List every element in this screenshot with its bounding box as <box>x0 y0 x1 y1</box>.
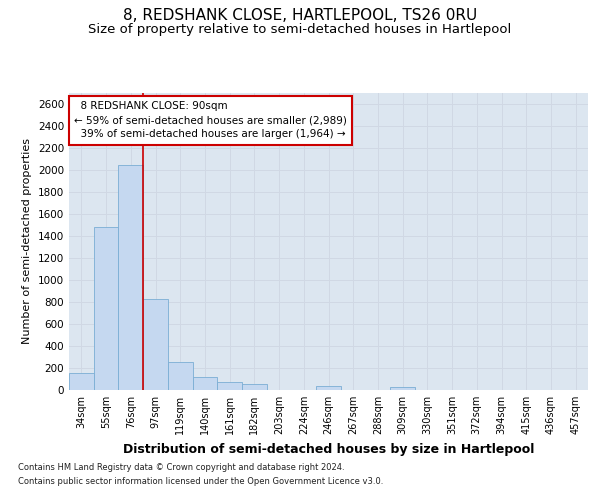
Bar <box>143 298 168 390</box>
Text: 8 REDSHANK CLOSE: 90sqm
← 59% of semi-detached houses are smaller (2,989)
  39% : 8 REDSHANK CLOSE: 90sqm ← 59% of semi-de… <box>74 102 347 140</box>
Bar <box>316 386 341 390</box>
Text: Size of property relative to semi-detached houses in Hartlepool: Size of property relative to semi-detach… <box>88 22 512 36</box>
Bar <box>193 377 217 390</box>
Bar <box>94 228 118 390</box>
Bar <box>168 362 193 390</box>
Text: Contains HM Land Registry data © Crown copyright and database right 2024.: Contains HM Land Registry data © Crown c… <box>18 464 344 472</box>
Bar <box>69 373 94 390</box>
Y-axis label: Number of semi-detached properties: Number of semi-detached properties <box>22 138 32 344</box>
Bar <box>118 165 143 390</box>
Text: 8, REDSHANK CLOSE, HARTLEPOOL, TS26 0RU: 8, REDSHANK CLOSE, HARTLEPOOL, TS26 0RU <box>123 8 477 22</box>
Bar <box>242 384 267 390</box>
Bar <box>390 386 415 390</box>
Text: Contains public sector information licensed under the Open Government Licence v3: Contains public sector information licen… <box>18 477 383 486</box>
X-axis label: Distribution of semi-detached houses by size in Hartlepool: Distribution of semi-detached houses by … <box>123 442 534 456</box>
Bar <box>217 382 242 390</box>
